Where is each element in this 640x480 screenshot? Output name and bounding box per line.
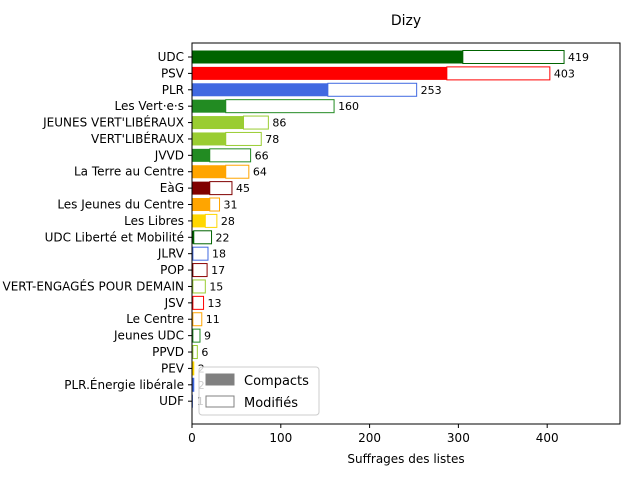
data-label-13: 17 <box>211 264 225 277</box>
y-tick-label-21: UDF <box>159 394 184 408</box>
bar-compacts-11 <box>192 230 194 244</box>
bar-modifies-15 <box>192 295 205 310</box>
bar-modifies-17 <box>192 328 201 343</box>
bar-modifies-1 <box>446 66 551 81</box>
y-tick-label-3: Les Vert·e·s <box>115 99 185 113</box>
bar-modifies-4 <box>243 115 269 130</box>
bar-modifies-8 <box>209 181 233 196</box>
x-tick-label-0: 0 <box>188 431 196 445</box>
bar-modifies-9 <box>209 197 221 212</box>
bar-compacts-0 <box>192 50 463 64</box>
y-tick-label-5: VERT'LIBÉRAUX <box>91 131 184 146</box>
y-tick-label-13: POP <box>160 263 184 277</box>
bar-modifies-3 <box>225 99 335 114</box>
bar-compacts-5 <box>192 132 226 146</box>
x-axis-label: Suffrages des listes <box>347 452 464 466</box>
data-label-10: 28 <box>221 215 235 228</box>
y-tick-label-15: JSV <box>164 296 185 310</box>
data-label-9: 31 <box>224 199 238 212</box>
bar-modifies-18 <box>192 345 198 360</box>
data-label-14: 15 <box>209 280 223 293</box>
bar-modifies-19 <box>192 361 195 376</box>
y-tick-label-7: La Terre au Centre <box>74 165 184 179</box>
bar-compacts-7 <box>192 165 226 179</box>
y-tick-label-16: Le Centre <box>126 312 184 326</box>
bar-modifies-10 <box>204 213 218 228</box>
data-label-1: 403 <box>554 67 575 80</box>
axes-layer: UDC PSV PLR Les Vert·e·s JEUNES VERT'LIBÉRAU… <box>0 42 621 445</box>
bar-modifies-6 <box>209 148 252 163</box>
y-tick-label-1: PSV <box>161 66 185 80</box>
data-label-18: 6 <box>201 346 208 359</box>
bar-modifies-0 <box>462 50 565 64</box>
bar-modifies-16 <box>192 312 203 327</box>
bar-compacts-4 <box>192 116 244 130</box>
bar-modifies-13 <box>192 263 208 278</box>
bar-modifies-14 <box>192 279 206 294</box>
y-tick-label-6: JVVD <box>154 148 184 162</box>
data-label-11: 22 <box>216 231 230 244</box>
bar-modifies-12 <box>192 246 209 261</box>
data-label-15: 13 <box>208 297 222 310</box>
data-label-8: 45 <box>236 182 250 195</box>
y-tick-label-11: UDC Liberté et Mobilité <box>45 230 184 244</box>
y-tick-label-17: Jeunes UDC <box>113 329 184 343</box>
bar-modifies-20 <box>192 377 195 392</box>
y-tick-label-0: UDC <box>158 50 184 64</box>
legend-swatch-compacts <box>205 373 235 386</box>
data-label-16: 11 <box>206 313 220 326</box>
data-label-3: 160 <box>338 100 359 113</box>
legend: Compacts Modifiés <box>198 366 320 416</box>
y-tick-label-9: Les Jeunes du Centre <box>57 198 184 212</box>
data-label-4: 86 <box>272 117 286 130</box>
bar-compacts-10 <box>192 214 206 228</box>
y-tick-label-4: JEUNES VERT'LIBÉRAUX <box>42 115 184 130</box>
bar-modifies-7 <box>225 164 250 179</box>
legend-label-compacts: Compacts <box>244 374 309 389</box>
x-tick-label-1: 100 <box>269 431 292 445</box>
data-label-7: 64 <box>253 166 267 179</box>
legend-swatch-modifies <box>205 395 235 408</box>
chart-title: Dizy <box>391 13 421 29</box>
y-tick-label-10: Les Libres <box>124 214 184 228</box>
data-label-2: 253 <box>421 84 442 97</box>
data-label-12: 18 <box>212 248 226 261</box>
y-tick-label-18: PPVD <box>152 345 184 359</box>
y-tick-label-12: JLRV <box>157 247 185 261</box>
x-tick-label-3: 300 <box>447 431 470 445</box>
bar-modifies-11 <box>193 230 213 245</box>
y-tick-label-19: PEV <box>161 361 185 375</box>
y-tick-label-14: LES JEUNES VERT-ENGAGÉS POUR DEMAIN <box>0 278 184 293</box>
legend-label-modifies: Modifiés <box>244 396 298 411</box>
bar-modifies-2 <box>327 82 418 97</box>
bars-layer <box>192 50 565 408</box>
data-label-6: 66 <box>255 149 269 162</box>
bar-compacts-3 <box>192 99 226 113</box>
bar-compacts-1 <box>192 66 447 80</box>
bar-modifies-5 <box>225 131 262 146</box>
data-label-0: 419 <box>568 51 589 64</box>
y-tick-label-20: PLR.Énergie libérale <box>64 377 184 392</box>
plot-frame <box>191 42 621 425</box>
bar-compacts-8 <box>192 181 210 195</box>
x-tick-label-4: 400 <box>536 431 559 445</box>
y-tick-label-2: PLR <box>162 83 184 97</box>
bar-compacts-2 <box>192 83 328 97</box>
x-tick-label-2: 200 <box>358 431 381 445</box>
y-tick-label-8: EàG <box>160 181 184 195</box>
data-label-17: 9 <box>204 330 211 343</box>
data-label-5: 78 <box>265 133 279 146</box>
bar-compacts-9 <box>192 198 210 212</box>
bar-compacts-6 <box>192 148 210 162</box>
